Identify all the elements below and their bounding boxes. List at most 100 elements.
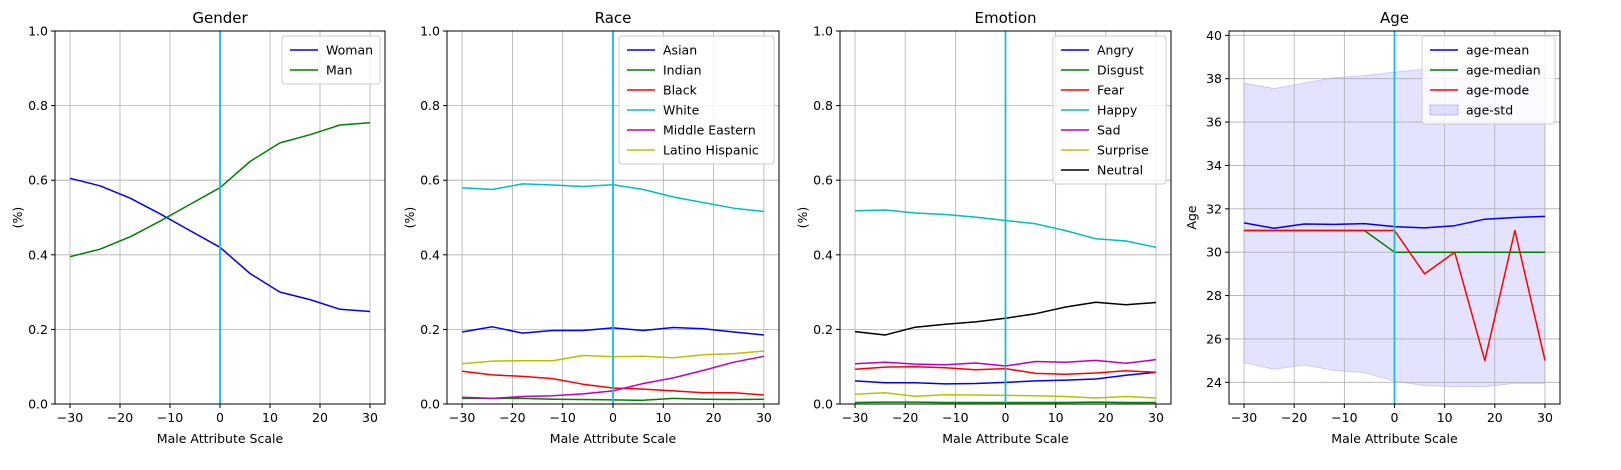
x-tick-label: 20 (706, 410, 722, 425)
x-tick-label: 0 (216, 410, 224, 425)
chart-title: Race (595, 9, 632, 27)
chart-emotion: −30 −20 −10 0 10 20 30 0.0 0.2 0.4 0.6 0.8 1.0 Emotio… (795, 9, 1172, 446)
y-tick-label: 0.4 (28, 247, 48, 262)
y-axis-label: (%) (402, 207, 417, 229)
x-tick-label: −10 (942, 410, 968, 425)
legend-box (618, 35, 775, 165)
x-tick-label: 20 (1487, 410, 1503, 425)
y-tick-label: 30 (1206, 245, 1222, 260)
chart-title: Age (1380, 9, 1409, 27)
x-tick-label: 30 (1537, 410, 1553, 425)
x-tick-label: 0 (1002, 410, 1010, 425)
legend-label-woman: Woman (326, 43, 373, 58)
x-tick-label: 30 (756, 410, 772, 425)
legend-label-indian: Indian (663, 63, 702, 78)
y-tick-label: 0.8 (28, 98, 48, 113)
legend: Angry Disgust Fear Happy Sad Surprise Neutral (1052, 35, 1167, 185)
x-tick-label: −20 (892, 410, 918, 425)
x-tick-label: −10 (1331, 410, 1357, 425)
y-tick-label: 0.4 (813, 247, 833, 262)
x-tick-label: 10 (262, 410, 278, 425)
legend-label-age-median: age-median (1466, 63, 1541, 78)
y-tick-label: 0.6 (420, 173, 440, 188)
x-tick-label: 20 (1098, 410, 1114, 425)
x-tick-label: 30 (362, 410, 378, 425)
y-tick-label: 1.0 (420, 24, 440, 39)
x-tick-label: 0 (609, 410, 617, 425)
legend-label-age-std: age-std (1466, 103, 1513, 118)
x-tick-label: −20 (107, 410, 133, 425)
legend-box (1052, 35, 1167, 185)
y-tick-label: 24 (1206, 375, 1222, 390)
legend-label-asian: Asian (663, 43, 697, 58)
legend-label-surprise: Surprise (1097, 143, 1149, 158)
y-tick-label: 0.0 (813, 397, 833, 412)
chart-gender: −30 −20 −10 0 10 20 30 0.0 0.2 0.4 0.6 0.8 1.0 Gender… (10, 9, 386, 446)
legend-label-happy: Happy (1097, 103, 1138, 118)
y-tick-label: 26 (1206, 331, 1222, 346)
legend-label-black: Black (663, 83, 698, 98)
y-axis-label: (%) (795, 207, 810, 229)
y-tick-label: 0.0 (420, 397, 440, 412)
x-axis-label: Male Attribute Scale (942, 431, 1069, 446)
y-tick-label: 36 (1206, 115, 1222, 130)
legend-label-sad: Sad (1097, 123, 1121, 138)
legend-label-angry: Angry (1097, 43, 1135, 58)
y-tick-label: 0.0 (28, 397, 48, 412)
legend-label-fear: Fear (1097, 83, 1125, 98)
y-tick-label: 32 (1206, 201, 1222, 216)
y-tick-label: 38 (1206, 71, 1222, 86)
y-tick-label: 0.2 (28, 322, 48, 337)
x-tick-label: −30 (57, 410, 83, 425)
chart-age: −30 −20 −10 0 10 20 30 24 26 28 30 32 34 36 38 40 Age Mal… (1184, 9, 1561, 446)
x-axis-label: Male Attribute Scale (1331, 431, 1458, 446)
legend-label-age-mode: age-mode (1466, 83, 1530, 98)
legend-swatch-age-std (1429, 104, 1459, 116)
x-tick-label: −20 (499, 410, 525, 425)
x-tick-label: −30 (842, 410, 868, 425)
legend-box (281, 35, 381, 85)
x-tick-label: −30 (1231, 410, 1257, 425)
chart-title: Emotion (975, 9, 1037, 27)
x-tick-label: 30 (1148, 410, 1164, 425)
y-axis-label: Age (1184, 205, 1199, 229)
x-tick-label: −10 (157, 410, 183, 425)
y-tick-label: 28 (1206, 288, 1222, 303)
x-tick-label: 10 (1048, 410, 1064, 425)
y-tick-label: 0.4 (420, 247, 440, 262)
x-axis-label: Male Attribute Scale (550, 431, 677, 446)
x-tick-label: 0 (1391, 410, 1399, 425)
x-tick-label: −30 (449, 410, 475, 425)
legend-label-man: Man (326, 63, 352, 78)
y-tick-label: 0.6 (813, 173, 833, 188)
x-tick-label: 10 (655, 410, 671, 425)
legend: age-mean age-median age-mode age-std (1421, 35, 1556, 125)
y-axis-label: (%) (10, 207, 25, 229)
y-tick-label: 1.0 (813, 24, 833, 39)
legend-label-age-mean: age-mean (1466, 43, 1529, 58)
legend-label-disgust: Disgust (1097, 63, 1144, 78)
y-tick-label: 0.8 (420, 98, 440, 113)
legend-label-latino-hispanic: Latino Hispanic (663, 143, 759, 158)
x-axis-label: Male Attribute Scale (157, 431, 284, 446)
legend-label-white: White (663, 103, 700, 118)
y-tick-label: 0.8 (813, 98, 833, 113)
x-tick-label: −10 (550, 410, 576, 425)
y-tick-label: 0.2 (420, 322, 440, 337)
y-tick-label: 34 (1206, 158, 1222, 173)
chart-race: −30 −20 −10 0 10 20 30 0.0 0.2 0.4 0.6 0.8 1.0 Race Ma… (402, 9, 780, 446)
y-tick-label: 0.2 (813, 322, 833, 337)
legend: Woman Man (281, 35, 381, 85)
legend-box (1421, 35, 1556, 125)
legend-label-middle-eastern: Middle Eastern (663, 123, 756, 138)
x-tick-label: −20 (1281, 410, 1307, 425)
y-tick-label: 40 (1206, 28, 1222, 43)
legend-label-neutral: Neutral (1097, 163, 1143, 178)
x-tick-label: 20 (312, 410, 328, 425)
y-tick-label: 1.0 (28, 24, 48, 39)
chart-title: Gender (192, 9, 248, 27)
legend: Asian Indian Black White Middle Eastern Latin… (618, 35, 775, 165)
y-tick-label: 0.6 (28, 173, 48, 188)
x-tick-label: 10 (1437, 410, 1453, 425)
